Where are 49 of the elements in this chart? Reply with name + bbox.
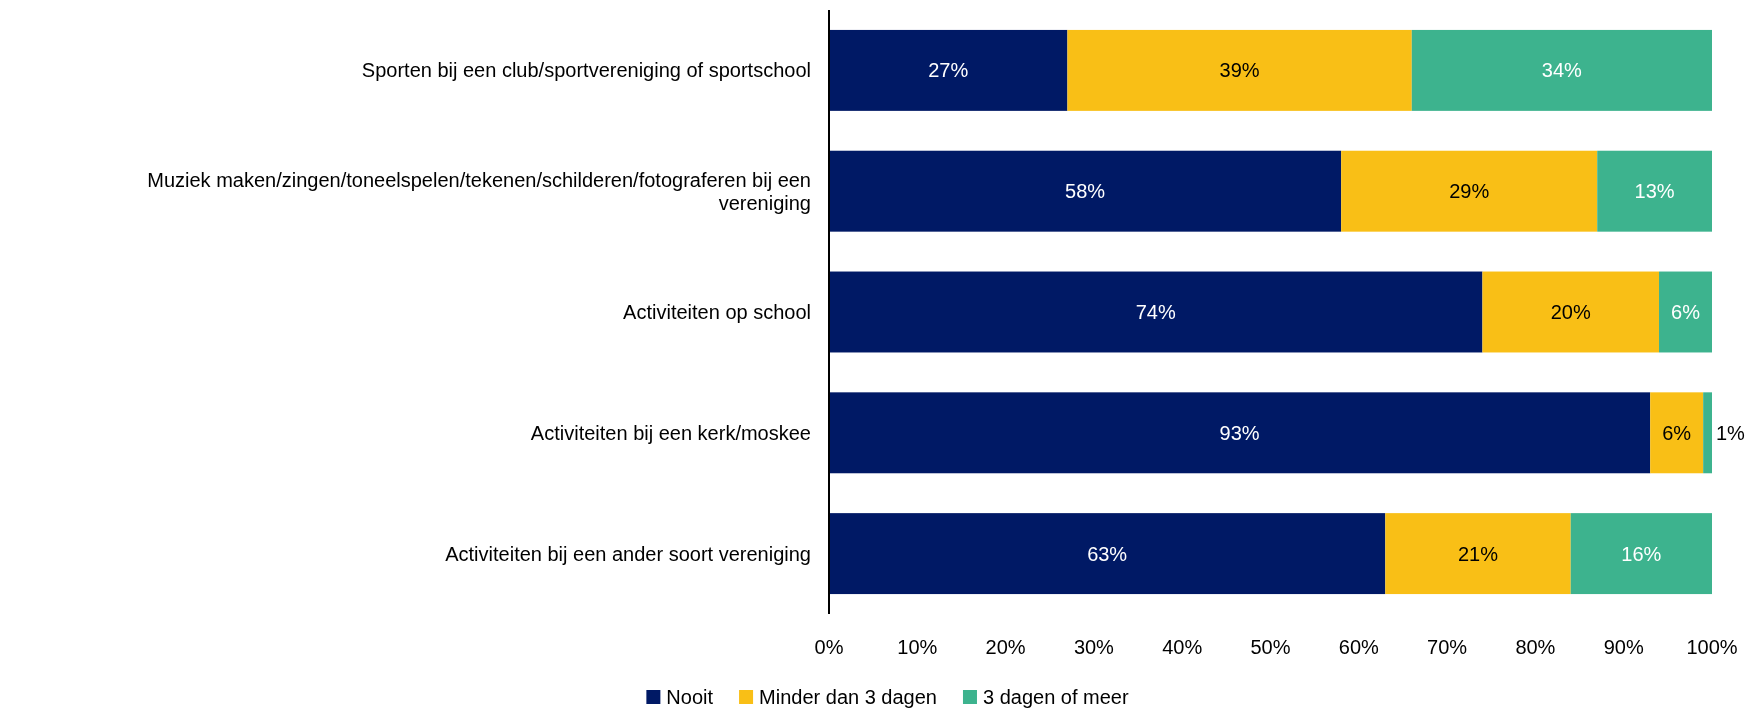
text: 58% <box>1065 180 1106 203</box>
bar <box>1703 392 1712 474</box>
bar <box>1659 271 1712 353</box>
x-tick-label: 50% <box>1250 636 1291 658</box>
x-tick-label: 20% <box>985 636 1026 658</box>
y-tick-label: Sporten bij een club/sportvereniging of sportschool <box>361 59 811 82</box>
text: 6% <box>1662 421 1692 444</box>
x-tick-label: 30% <box>1073 636 1115 658</box>
x-tick-label: 10% <box>897 636 938 658</box>
text: 93% <box>1219 421 1260 444</box>
bar <box>829 392 1651 474</box>
text: 13% <box>1634 180 1675 203</box>
x-tick-label: 70% <box>1427 636 1468 658</box>
y-tick-label: Activiteiten bij een kerk/moskee <box>530 421 811 444</box>
x-tick-label: 60% <box>1338 636 1380 658</box>
bar <box>829 271 1483 353</box>
text: 29% <box>1449 180 1490 203</box>
x-tick-label: 40% <box>1162 636 1203 658</box>
y-tick-label: Activiteiten bij een ander soort vereniging <box>445 542 811 565</box>
bar <box>1341 150 1598 232</box>
bar <box>829 513 1386 595</box>
text: 20% <box>1550 301 1591 323</box>
bar <box>1482 271 1660 353</box>
bar <box>1385 513 1571 595</box>
text: 27% <box>928 59 969 82</box>
text: 6% <box>1671 301 1700 323</box>
y-tick-label: Activiteiten op school <box>623 301 811 323</box>
x-tick-label: 90% <box>1603 636 1644 658</box>
text: 1% <box>1716 421 1745 444</box>
bar <box>1411 29 1712 111</box>
x-tick-label: 100% <box>1686 636 1738 658</box>
y-tick-label: Muziek maken/zingen/toneelspelen/tekenen/schilderen/fotograferen bij een vereniging <box>147 168 811 214</box>
bar <box>1650 392 1704 474</box>
bar <box>1597 150 1712 232</box>
bar <box>1570 513 1712 595</box>
bar <box>829 29 1068 111</box>
bar <box>829 150 1342 232</box>
bar <box>1067 29 1412 111</box>
legend-label: Nooit <box>666 686 714 708</box>
legend-label: Minder dan 3 dagen <box>759 686 937 708</box>
text: 16% <box>1621 542 1662 565</box>
legend-label: 3 dagen of meer <box>982 686 1129 708</box>
text: 63% <box>1087 542 1128 565</box>
x-tick-label: 0% <box>814 636 844 658</box>
text: 21% <box>1457 542 1499 565</box>
text: 39% <box>1219 59 1260 82</box>
text: 74% <box>1135 301 1176 323</box>
text: 34% <box>1541 59 1582 82</box>
x-tick-label: 80% <box>1515 636 1556 658</box>
